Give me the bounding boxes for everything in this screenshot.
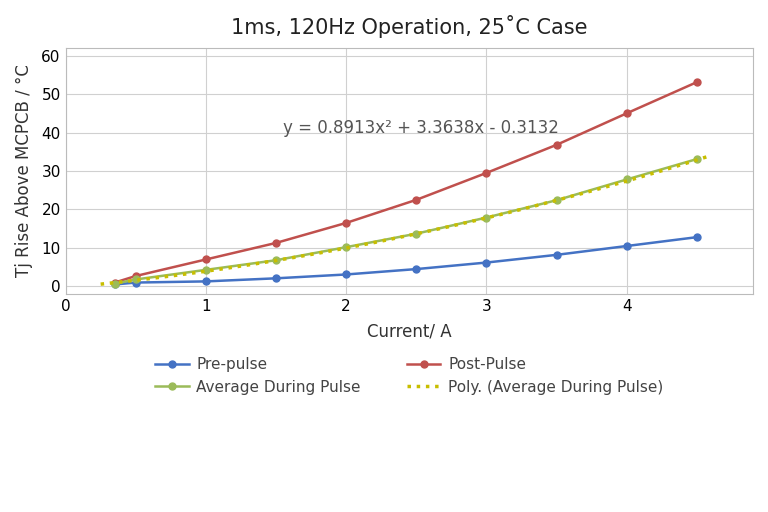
- Post-Pulse: [412, 197, 421, 203]
- Post-Pulse: [482, 170, 491, 176]
- Average During Pulse: [412, 230, 421, 237]
- Post-Pulse: [110, 280, 119, 286]
- Y-axis label: Tj Rise Above MCPCB / °C: Tj Rise Above MCPCB / °C: [15, 65, 33, 278]
- Pre-pulse: [412, 266, 421, 272]
- Post-Pulse: [131, 273, 141, 279]
- Poly. (Average During Pulse): [96, 281, 105, 287]
- Poly. (Average During Pulse): [649, 170, 658, 176]
- Average During Pulse: [201, 267, 210, 273]
- Pre-pulse: [552, 252, 561, 258]
- Average During Pulse: [271, 257, 280, 263]
- Line: Average During Pulse: Average During Pulse: [111, 156, 700, 287]
- Average During Pulse: [110, 281, 119, 287]
- Average During Pulse: [552, 197, 561, 203]
- Poly. (Average During Pulse): [459, 220, 468, 226]
- Post-Pulse: [552, 142, 561, 148]
- Pre-pulse: [692, 234, 701, 240]
- Poly. (Average During Pulse): [457, 221, 466, 227]
- Pre-pulse: [482, 260, 491, 266]
- X-axis label: Current/ A: Current/ A: [367, 322, 452, 340]
- Average During Pulse: [482, 215, 491, 221]
- Poly. (Average During Pulse): [707, 153, 716, 159]
- Poly. (Average During Pulse): [469, 218, 478, 224]
- Average During Pulse: [622, 176, 631, 182]
- Text: y = 0.8913x² + 3.3638x - 0.3132: y = 0.8913x² + 3.3638x - 0.3132: [283, 118, 559, 137]
- Line: Pre-pulse: Pre-pulse: [111, 233, 700, 288]
- Pre-pulse: [271, 275, 280, 282]
- Post-Pulse: [692, 79, 701, 85]
- Post-Pulse: [342, 220, 351, 226]
- Post-Pulse: [622, 110, 631, 116]
- Legend: Pre-pulse, Average During Pulse, Post-Pulse, Poly. (Average During Pulse): Pre-pulse, Average During Pulse, Post-Pu…: [149, 351, 670, 401]
- Average During Pulse: [342, 244, 351, 250]
- Average During Pulse: [692, 156, 701, 162]
- Title: 1ms, 120Hz Operation, 25˚C Case: 1ms, 120Hz Operation, 25˚C Case: [231, 15, 588, 38]
- Poly. (Average During Pulse): [611, 181, 620, 187]
- Poly. (Average During Pulse): [98, 281, 108, 287]
- Pre-pulse: [342, 271, 351, 278]
- Line: Poly. (Average During Pulse): Poly. (Average During Pulse): [101, 156, 711, 284]
- Pre-pulse: [131, 280, 141, 286]
- Post-Pulse: [271, 240, 280, 246]
- Line: Post-Pulse: Post-Pulse: [111, 79, 700, 286]
- Pre-pulse: [110, 282, 119, 288]
- Average During Pulse: [131, 276, 141, 283]
- Pre-pulse: [201, 279, 210, 285]
- Post-Pulse: [201, 257, 210, 263]
- Pre-pulse: [622, 243, 631, 249]
